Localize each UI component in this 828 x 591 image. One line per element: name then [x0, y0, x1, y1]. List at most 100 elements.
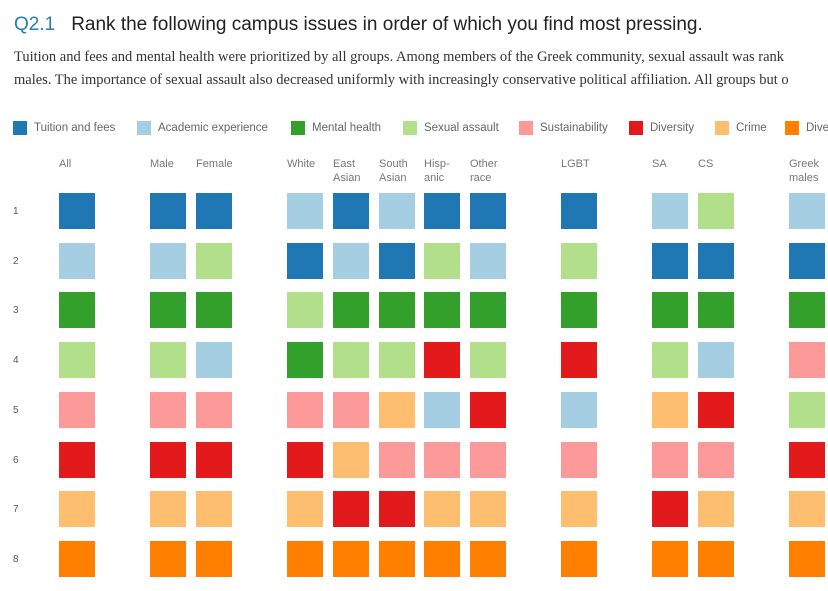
- rank-cell: [287, 193, 323, 229]
- column-label: Male: [150, 158, 174, 170]
- rank-cell: [470, 491, 506, 527]
- rank-cell: [379, 292, 415, 328]
- rank-cell: [333, 292, 369, 328]
- rank-cell: [59, 541, 95, 577]
- rank-cell: [379, 541, 415, 577]
- legend-item: Sustainability: [519, 121, 608, 135]
- rank-cell: [196, 243, 232, 279]
- chart-header: Q2.1 Rank the following campus issues in…: [14, 14, 828, 92]
- rank-cell: [424, 243, 460, 279]
- legend-item: Dive: [785, 121, 828, 135]
- rank-cell: [424, 342, 460, 378]
- rank-cell: [698, 442, 734, 478]
- rank-cell: [424, 442, 460, 478]
- column-label: White: [287, 158, 316, 170]
- rank-cell: [698, 541, 734, 577]
- rank-cell: [59, 243, 95, 279]
- legend-swatch: [403, 121, 417, 135]
- rank-cell: [652, 193, 688, 229]
- rank-cell: [698, 491, 734, 527]
- rank-cell: [150, 491, 186, 527]
- description-line-1: Tuition and fees and mental health were …: [14, 49, 785, 65]
- rank-cell: [561, 243, 597, 279]
- rank-cell: [698, 342, 734, 378]
- rank-cell: [652, 292, 688, 328]
- column-label: Other race: [470, 158, 498, 184]
- legend-swatch: [715, 121, 729, 135]
- rank-cell: [424, 292, 460, 328]
- legend-label: Mental health: [312, 122, 382, 134]
- title-row: Q2.1 Rank the following campus issues in…: [14, 14, 828, 36]
- rank-cell: [59, 292, 95, 328]
- rank-cell: [196, 193, 232, 229]
- rank-cell: [196, 392, 232, 428]
- rank-cell: [789, 541, 825, 577]
- legend-swatch: [629, 121, 643, 135]
- rank-cell: [150, 392, 186, 428]
- rank-cell: [789, 442, 825, 478]
- rank-cell: [424, 491, 460, 527]
- rank-cell: [379, 491, 415, 527]
- legend-label: Sustainability: [540, 122, 608, 134]
- rank-cell: [652, 392, 688, 428]
- row-label: 6: [13, 455, 19, 466]
- rank-cell: [789, 392, 825, 428]
- rank-cell: [561, 392, 597, 428]
- legend-swatch: [137, 121, 151, 135]
- rank-cell: [698, 292, 734, 328]
- legend-label: Dive: [806, 122, 828, 134]
- rank-cell: [287, 392, 323, 428]
- rank-cell: [698, 243, 734, 279]
- rank-cell: [196, 491, 232, 527]
- rank-cell: [698, 193, 734, 229]
- column-label: East Asian: [333, 158, 361, 184]
- legend-swatch: [785, 121, 799, 135]
- legend-label: Crime: [736, 122, 767, 134]
- rank-cell: [150, 193, 186, 229]
- legend-item: Mental health: [291, 121, 381, 135]
- row-label: 2: [13, 256, 19, 267]
- rank-cell: [287, 243, 323, 279]
- rank-cell: [379, 392, 415, 428]
- rank-cell: [379, 442, 415, 478]
- rank-cell: [150, 541, 186, 577]
- rank-cell: [561, 442, 597, 478]
- rank-cell: [470, 342, 506, 378]
- row-label: 4: [13, 355, 19, 366]
- rank-cell: [424, 193, 460, 229]
- row-label: 1: [13, 206, 19, 217]
- chart-description: Tuition and fees and mental health were …: [14, 46, 828, 92]
- rank-cell: [287, 442, 323, 478]
- rank-cell: [150, 342, 186, 378]
- rank-cell: [470, 243, 506, 279]
- rank-cell: [333, 342, 369, 378]
- rank-cell: [470, 193, 506, 229]
- rank-cell: [333, 392, 369, 428]
- legend-item: Diversity: [629, 121, 694, 135]
- rank-cell: [424, 392, 460, 428]
- legend-swatch: [291, 121, 305, 135]
- rank-cell: [379, 193, 415, 229]
- rank-cell: [333, 491, 369, 527]
- row-label: 8: [13, 554, 19, 565]
- rank-cell: [561, 342, 597, 378]
- rank-cell: [652, 442, 688, 478]
- rank-cell: [561, 292, 597, 328]
- rank-cell: [333, 442, 369, 478]
- rank-cell: [424, 541, 460, 577]
- column-label: Female: [196, 158, 233, 170]
- rank-cell: [196, 442, 232, 478]
- rank-cell: [59, 193, 95, 229]
- rank-cell: [333, 243, 369, 279]
- legend-label: Diversity: [650, 122, 695, 134]
- legend-item: Crime: [715, 121, 767, 135]
- rank-cell: [150, 292, 186, 328]
- rank-cell: [561, 491, 597, 527]
- column-label: South Asian: [379, 158, 408, 184]
- legend-swatch: [13, 121, 27, 135]
- rank-cell: [698, 392, 734, 428]
- rank-cell: [561, 193, 597, 229]
- rank-cell: [196, 342, 232, 378]
- question-number: Q2.1: [14, 14, 56, 35]
- rank-cell: [652, 491, 688, 527]
